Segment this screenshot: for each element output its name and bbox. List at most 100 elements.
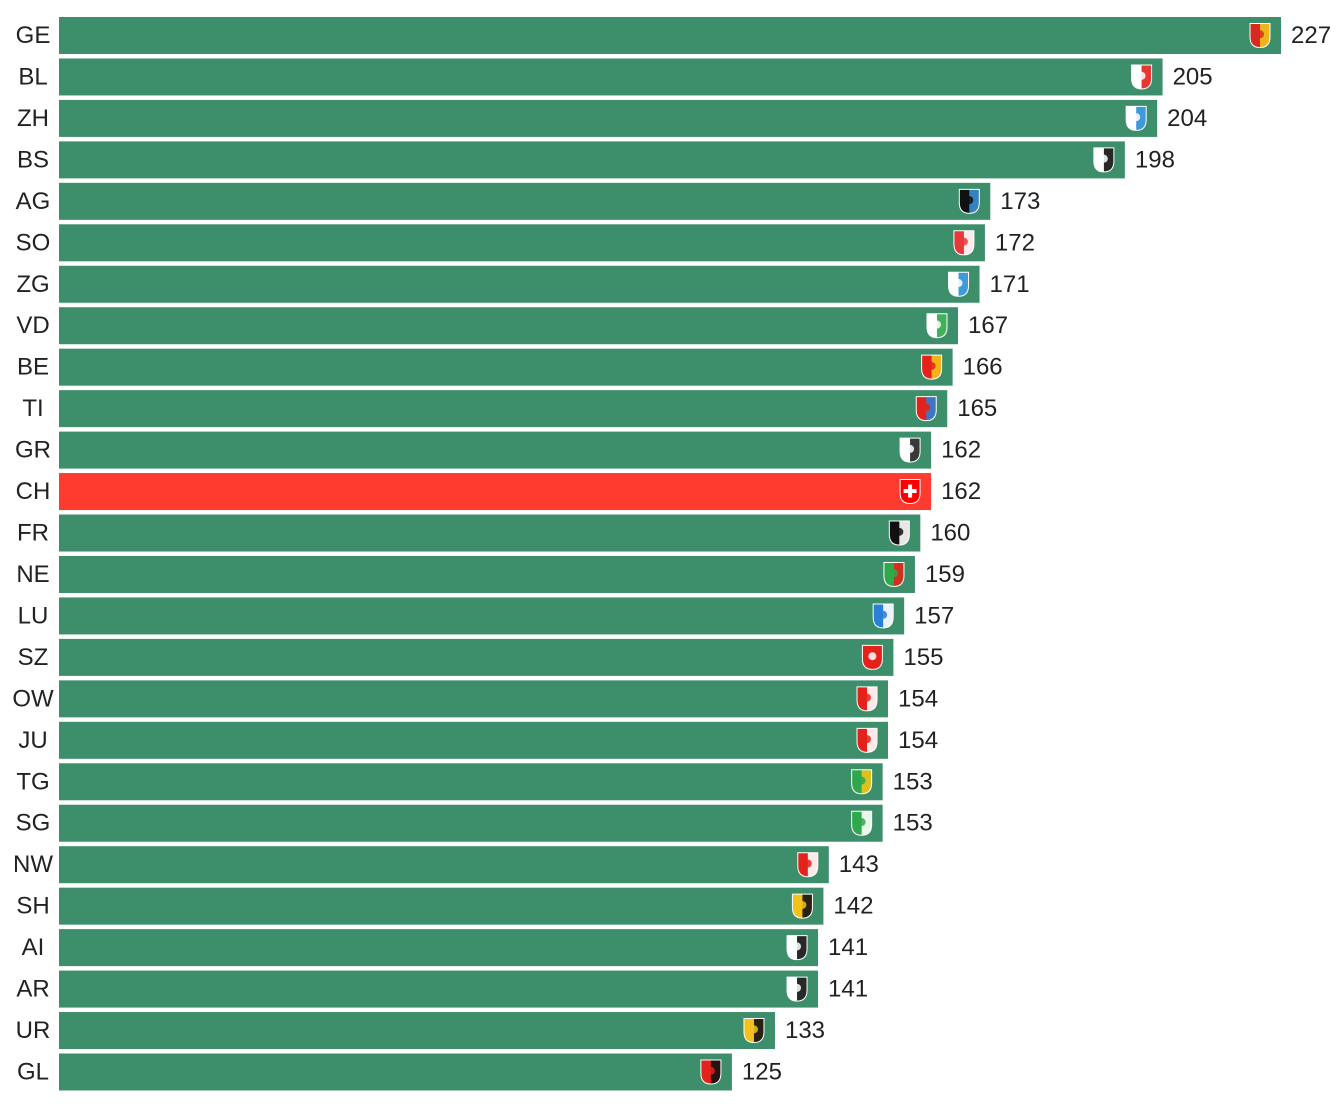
coat-of-arms-ti-icon <box>915 396 937 422</box>
bar-sg <box>59 804 883 842</box>
category-label: AG <box>16 188 51 215</box>
value-label: 155 <box>903 644 943 671</box>
coat-of-arms-ur-icon <box>743 1018 765 1044</box>
swiss-cross-icon <box>899 479 921 505</box>
coat-of-arms-ge-icon <box>1249 23 1271 49</box>
category-label: BL <box>18 63 47 90</box>
category-label: ZG <box>16 271 49 298</box>
category-label: TI <box>22 395 43 422</box>
category-label: UR <box>16 1017 51 1044</box>
value-label: 162 <box>941 478 981 505</box>
category-label: LU <box>18 602 49 629</box>
category-label: CH <box>16 478 51 505</box>
category-label: OW <box>12 685 54 712</box>
bar-zg <box>59 265 980 303</box>
value-label: 166 <box>963 354 1003 381</box>
category-label: GE <box>16 22 51 49</box>
coat-of-arms-sh-icon <box>791 893 813 919</box>
value-label: 165 <box>957 395 997 422</box>
bar-ch <box>59 473 932 511</box>
bar-ow <box>59 680 889 718</box>
bar-ge <box>59 17 1281 54</box>
bar-vd <box>59 307 959 345</box>
bar-be <box>59 348 953 386</box>
coat-of-arms-ar-icon <box>786 976 808 1002</box>
bar-ur <box>59 1012 775 1050</box>
coat-of-arms-bs-icon <box>1093 147 1115 173</box>
bar-bl <box>59 58 1163 96</box>
value-label: 143 <box>839 851 879 878</box>
value-label: 204 <box>1167 105 1207 132</box>
category-label: SH <box>16 893 49 920</box>
category-label: BE <box>17 354 49 381</box>
value-label: 154 <box>898 727 938 754</box>
bar-so <box>59 224 985 262</box>
category-label: BS <box>17 146 49 173</box>
coat-of-arms-tg-icon <box>851 769 873 795</box>
bar-gr <box>59 431 932 469</box>
value-label: 198 <box>1135 146 1175 173</box>
coat-of-arms-gl-icon <box>700 1059 722 1085</box>
category-label: NW <box>13 851 53 878</box>
coat-of-arms-be-icon <box>921 354 943 380</box>
coat-of-arms-ow-icon <box>856 686 878 712</box>
bar-lu <box>59 597 905 635</box>
coat-of-arms-gr-icon <box>899 437 921 463</box>
value-label: 153 <box>893 810 933 837</box>
bar-fr <box>59 514 921 552</box>
bar-bs <box>59 141 1125 179</box>
coat-of-arms-fr-icon <box>888 520 910 546</box>
category-label: AR <box>16 976 49 1003</box>
category-label: GR <box>15 437 51 464</box>
coat-of-arms-zg-icon <box>948 271 970 297</box>
coat-of-arms-ag-icon <box>958 188 980 214</box>
value-label: 153 <box>893 768 933 795</box>
bar-sz <box>59 638 894 676</box>
value-label: 205 <box>1173 63 1213 90</box>
bar-ai <box>59 929 819 967</box>
bar-ne <box>59 555 915 593</box>
category-label: SG <box>16 810 51 837</box>
coat-of-arms-ai-icon <box>786 935 808 961</box>
bar-ar <box>59 970 819 1008</box>
bar-gl <box>59 1053 732 1091</box>
value-label: 159 <box>925 561 965 588</box>
coat-of-arms-so-icon <box>953 230 975 256</box>
value-label: 160 <box>930 520 970 547</box>
category-label: VD <box>16 312 49 339</box>
value-label: 171 <box>990 271 1030 298</box>
coat-of-arms-lu-icon <box>872 603 894 629</box>
bar-nw <box>59 846 829 884</box>
coat-of-arms-nw-icon <box>797 852 819 878</box>
category-label: TG <box>16 768 49 795</box>
coat-of-arms-ju-icon <box>856 727 878 753</box>
category-label: SZ <box>18 644 49 671</box>
bar-ju <box>59 721 889 759</box>
category-label: ZH <box>17 105 49 132</box>
labels-layer: GE 227 BL 205 ZH 204 BS 198 AG 173 SO 172 ZG 171 VD 167… <box>12 22 1331 1086</box>
value-label: 157 <box>914 602 954 629</box>
value-label: 227 <box>1291 22 1331 49</box>
value-label: 173 <box>1000 188 1040 215</box>
value-label: 172 <box>995 229 1035 256</box>
value-label: 154 <box>898 685 938 712</box>
coat-of-arms-vd-icon <box>926 313 948 339</box>
bar-ag <box>59 182 991 220</box>
coat-of-arms-zh-icon <box>1125 105 1147 131</box>
bar-sh <box>59 887 824 925</box>
value-label: 167 <box>968 312 1008 339</box>
coat-of-arms-ne-icon <box>883 561 905 587</box>
category-label: GL <box>17 1059 49 1086</box>
category-label: AI <box>22 934 45 961</box>
value-label: 141 <box>828 976 868 1003</box>
category-label: SO <box>16 229 51 256</box>
value-label: 162 <box>941 437 981 464</box>
coat-of-arms-sz-icon <box>861 644 883 670</box>
coat-of-arms-bl-icon <box>1131 64 1153 90</box>
category-label: FR <box>17 520 49 547</box>
bar-tg <box>59 763 883 801</box>
value-label: 142 <box>833 893 873 920</box>
category-label: NE <box>16 561 49 588</box>
category-label: JU <box>18 727 47 754</box>
